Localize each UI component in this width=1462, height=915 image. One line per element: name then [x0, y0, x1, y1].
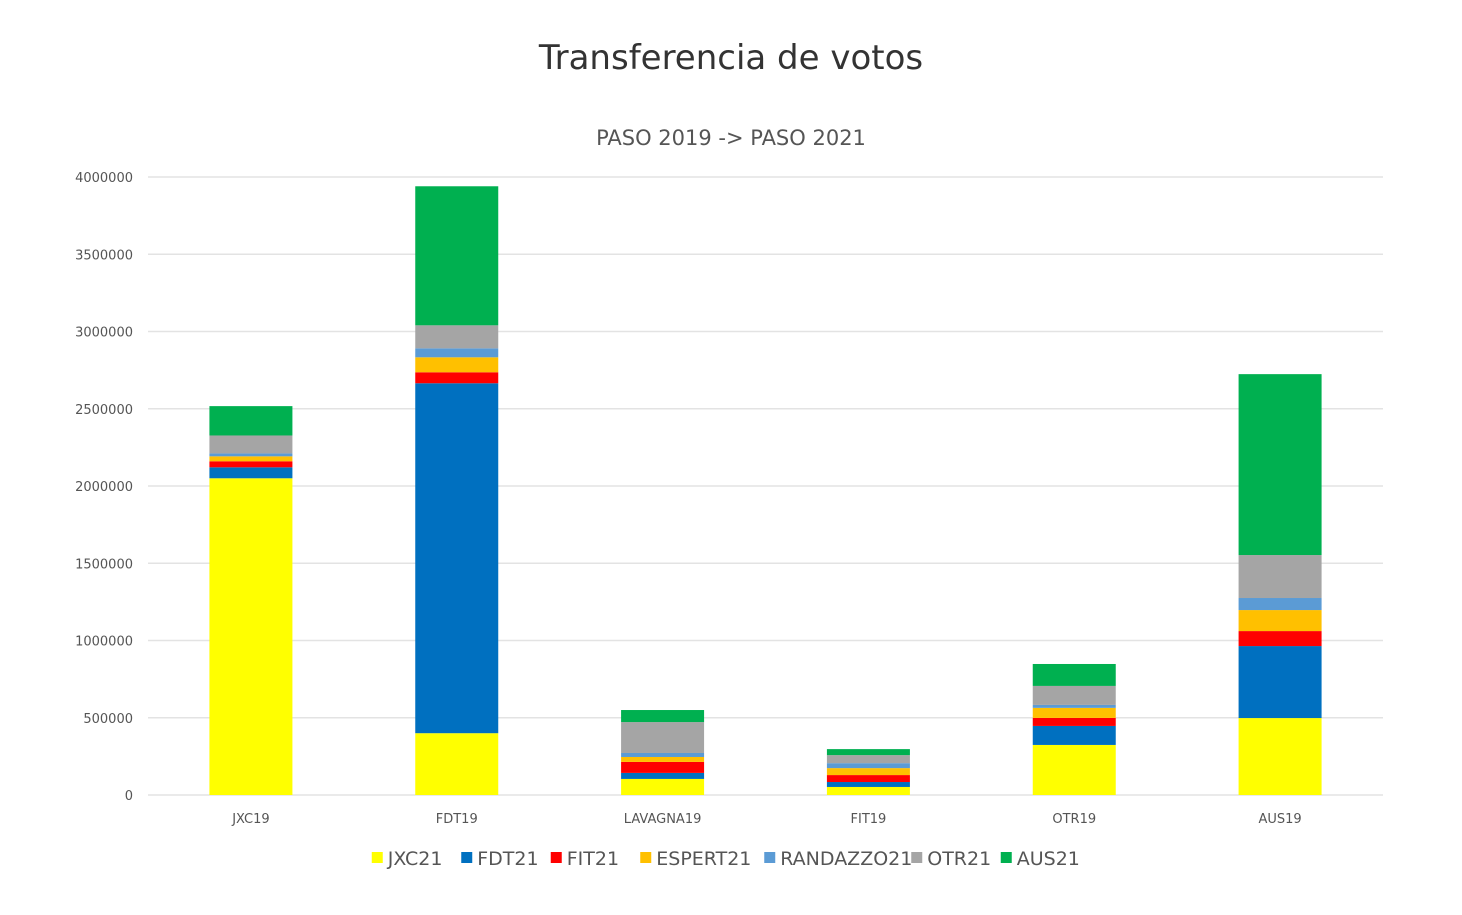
bar-segment [209, 478, 293, 795]
bar-segment [621, 752, 705, 757]
legend-label: RANDAZZO21 [780, 848, 912, 870]
legend-swatch [911, 852, 923, 863]
legend-swatch [461, 852, 473, 863]
x-tick-label: AUS19 [1258, 812, 1301, 827]
legend-swatch [371, 852, 383, 863]
bar-segment [621, 756, 705, 762]
legend-label: FIT21 [567, 848, 619, 870]
bar-segment [1032, 663, 1116, 686]
bar-segment [209, 406, 293, 436]
bar-segment [826, 775, 910, 783]
legend-swatch [640, 852, 652, 863]
bar-segment [209, 456, 293, 462]
legend-swatch [550, 852, 562, 863]
bar-segment [826, 768, 910, 776]
legend-label: JXC21 [387, 848, 443, 870]
bar-segment [209, 453, 293, 457]
y-tick-label: 1500000 [75, 557, 133, 572]
chart-title: Transferencia de votos [538, 38, 924, 78]
y-tick-label: 1000000 [75, 635, 133, 650]
y-tick-label: 2500000 [75, 403, 133, 418]
bar-segment [621, 710, 705, 723]
legend-swatch [1000, 852, 1012, 863]
bar-segment [621, 778, 705, 795]
bar-segment [621, 761, 705, 773]
bar-segment [826, 749, 910, 756]
bar-segment [621, 722, 705, 753]
bar-segment [1238, 631, 1322, 647]
chart-subtitle: PASO 2019 -> PASO 2021 [596, 126, 866, 150]
bar-segment [415, 325, 499, 349]
bar-segment [1238, 555, 1322, 599]
bar-segment [1032, 744, 1116, 795]
bar-segment [826, 755, 910, 764]
bar-segment [1238, 718, 1322, 795]
legend-swatch [764, 852, 776, 863]
bar-segment [1238, 610, 1322, 632]
legend-label: FDT21 [477, 848, 538, 870]
x-tick-label: JXC19 [231, 812, 269, 827]
bar-segment [1238, 646, 1322, 719]
bar-segment [826, 763, 910, 769]
bar-segment [1032, 707, 1116, 718]
legend-label: ESPERT21 [656, 848, 751, 870]
x-tick-label: FIT19 [851, 812, 887, 827]
x-tick-label: LAVAGNA19 [624, 812, 702, 827]
legend-label: OTR21 [927, 848, 991, 870]
y-tick-label: 3000000 [75, 326, 133, 341]
x-tick-label: FDT19 [436, 812, 478, 827]
bar-segment [209, 435, 293, 454]
bar-segment [415, 383, 499, 734]
bar-segment [826, 782, 910, 787]
bar-segment [415, 348, 499, 358]
bar-segment [1032, 685, 1116, 705]
bar-segment [1032, 704, 1116, 708]
bar-segment [415, 733, 499, 795]
bar-segment [1238, 598, 1322, 611]
bar-segment [209, 461, 293, 468]
y-tick-label: 3500000 [75, 248, 133, 263]
bar-segment [1032, 717, 1116, 726]
bar-segment [1238, 374, 1322, 556]
y-tick-label: 500000 [83, 712, 133, 727]
x-tick-label: OTR19 [1052, 812, 1096, 827]
y-tick-label: 0 [125, 789, 133, 804]
bar-segment [415, 372, 499, 384]
bar-segment [415, 357, 499, 373]
legend-label: AUS21 [1017, 848, 1080, 870]
bar-segment [209, 467, 293, 479]
y-tick-label: 2000000 [75, 480, 133, 495]
bar-segment [415, 186, 499, 326]
bar-segment [1032, 725, 1116, 745]
bar-segment [621, 772, 705, 779]
bar-segment [826, 786, 910, 795]
y-tick-label: 4000000 [75, 171, 133, 186]
